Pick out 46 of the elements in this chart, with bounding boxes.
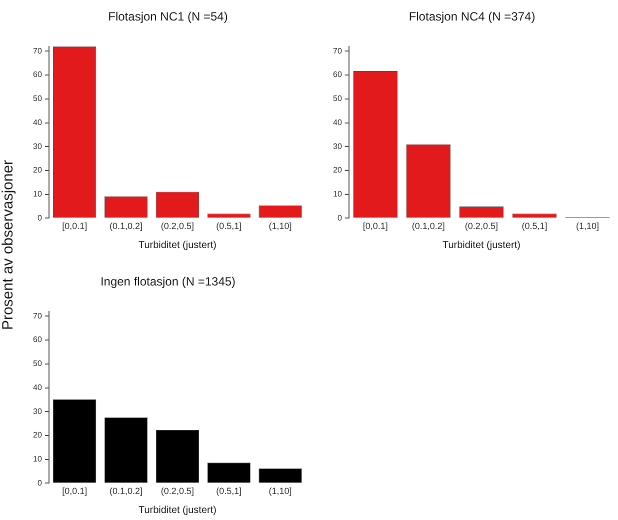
x-tick-label: (0.1,0.2] bbox=[110, 221, 143, 232]
y-tick-label: 20 bbox=[332, 166, 342, 175]
y-tick-label: 60 bbox=[332, 70, 342, 80]
x-axis-title: Turbiditet (justert) bbox=[138, 240, 216, 251]
y-tick-label: 50 bbox=[332, 94, 342, 104]
y-tick-label: 70 bbox=[32, 311, 42, 320]
x-tick-label: (0.5,1] bbox=[216, 486, 242, 496]
chart-title: Flotasjon NC1 (N =54) bbox=[108, 10, 228, 24]
x-tick-label: (0.1,0.2] bbox=[110, 486, 143, 496]
y-tick-label: 30 bbox=[332, 142, 342, 151]
x-tick-label: [0,0.1] bbox=[362, 221, 388, 232]
y-tick-label: 20 bbox=[32, 166, 42, 175]
y-tick-label: 10 bbox=[32, 454, 42, 464]
x-tick-label: (1,10] bbox=[576, 221, 599, 232]
x-tick-label: (0.5,1] bbox=[522, 221, 548, 232]
x-tick-label: [0,0.1] bbox=[62, 486, 88, 496]
chart-title: Flotasjon NC4 (N =374) bbox=[408, 10, 536, 24]
y-tick-label: 40 bbox=[332, 118, 342, 127]
y-tick-label: 50 bbox=[32, 94, 42, 104]
y-tick-label: 40 bbox=[32, 118, 42, 127]
x-axis-title: Turbiditet (justert) bbox=[138, 504, 216, 516]
y-tick-label: 40 bbox=[32, 382, 42, 392]
y-tick-label: 20 bbox=[32, 430, 42, 440]
chart-title: Ingen flotasjon (N =1345) bbox=[100, 274, 236, 289]
y-tick-label: 50 bbox=[32, 359, 42, 368]
x-tick-label: (0.2,0.5] bbox=[464, 221, 498, 232]
x-tick-label: (1,10] bbox=[268, 221, 292, 232]
x-tick-label: (0.2,0.5] bbox=[160, 221, 194, 232]
x-tick-label: [0,0.1] bbox=[62, 221, 88, 232]
y-tick-label: 10 bbox=[332, 190, 342, 199]
x-tick-label: (1,10] bbox=[268, 486, 292, 496]
y-tick-label: 0 bbox=[37, 213, 42, 222]
y-tick-label: 60 bbox=[32, 335, 42, 344]
y-tick-label: 30 bbox=[32, 406, 42, 416]
x-tick-label: (0.5,1] bbox=[216, 221, 242, 232]
y-tick-label: 0 bbox=[37, 478, 42, 488]
y-tick-label: 60 bbox=[32, 70, 42, 80]
x-axis-title: Turbiditet (justert) bbox=[442, 240, 520, 251]
y-tick-label: 70 bbox=[332, 46, 342, 56]
y-axis-title: Prosent av observasjoner bbox=[0, 160, 16, 330]
y-tick-label: 10 bbox=[32, 190, 42, 199]
y-tick-label: 70 bbox=[32, 46, 42, 56]
x-tick-label: (0.1,0.2] bbox=[412, 221, 445, 232]
y-tick-label: 30 bbox=[32, 142, 42, 151]
x-tick-label: (0.2,0.5] bbox=[160, 486, 194, 496]
y-tick-label: 0 bbox=[337, 213, 342, 222]
